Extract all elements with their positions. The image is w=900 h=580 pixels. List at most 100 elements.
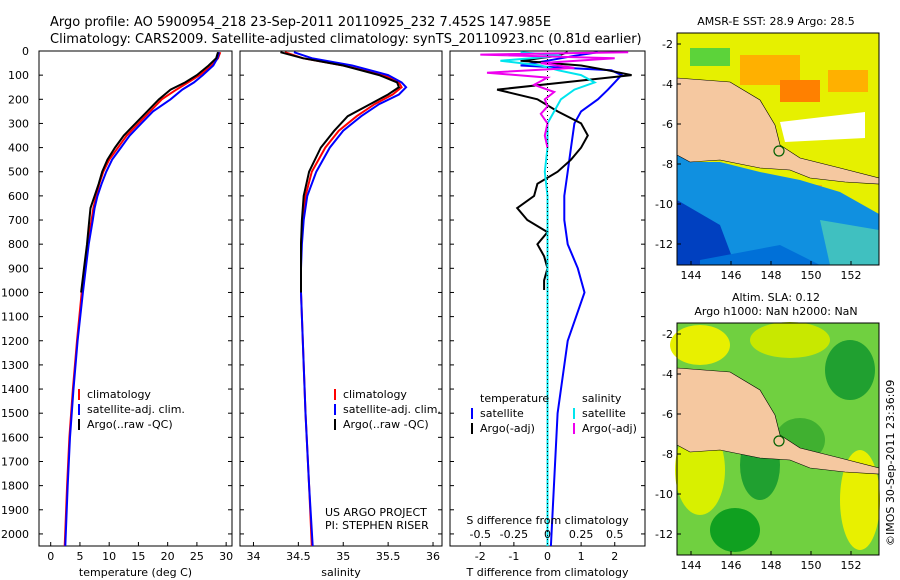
x-tick-label: 15 <box>131 550 145 563</box>
legend-label: satellite <box>582 407 626 420</box>
s-tick-label: 0 <box>544 528 551 541</box>
map-y-tick-label: -8 <box>662 158 673 171</box>
depth-tick-label: 700 <box>8 214 29 227</box>
depth-tick-label: 1900 <box>1 504 29 517</box>
x-tick-label: 25 <box>190 550 204 563</box>
depth-tick-label: 1600 <box>1 431 29 444</box>
depth-tick-label: 1700 <box>1 455 29 468</box>
series-line-t-argo-adj- <box>496 51 632 290</box>
x-tick-label: 34.5 <box>286 550 311 563</box>
legend-temperature-title: temperature <box>480 392 549 405</box>
x-tick-label: 2 <box>611 550 618 563</box>
map-x-tick-label: 148 <box>761 559 782 572</box>
map-y-tick-label: -4 <box>662 368 673 381</box>
map-y-tick-label: -12 <box>655 528 673 541</box>
depth-tick-label: 2000 <box>1 528 29 541</box>
x-tick-label: 10 <box>102 550 116 563</box>
depth-tick-label: 300 <box>8 117 29 130</box>
x-tick-label: 36 <box>426 550 440 563</box>
depth-tick-label: 1800 <box>1 480 29 493</box>
sst-map <box>676 32 880 266</box>
sla-map-title-line1: Altim. SLA: 0.12 <box>732 291 820 304</box>
depth-tick-label: 500 <box>8 166 29 179</box>
map-x-tick-label: 150 <box>801 269 822 282</box>
s-axis-label: S difference from climatology <box>466 514 629 527</box>
project-annotation: US ARGO PROJECT <box>325 506 427 519</box>
plot-panel-temperature: 0100200300400500600700800900100011001200… <box>1 45 233 579</box>
map-y-tick-label: -2 <box>662 38 673 51</box>
legend-label: Argo(..raw -QC) <box>87 418 173 431</box>
depth-tick-label: 800 <box>8 238 29 251</box>
s-tick-label: -0.25 <box>500 528 528 541</box>
x-tick-label: 30 <box>219 550 233 563</box>
x-axis-label: temperature (deg C) <box>79 566 192 579</box>
sla-map-title-line2: Argo h1000: NaN h2000: NaN <box>694 305 857 318</box>
legend-label: Argo(-adj) <box>582 422 637 435</box>
depth-tick-label: 1100 <box>1 311 29 324</box>
title-line1: Argo profile: AO 5900954_218 23-Sep-2011… <box>50 15 551 30</box>
map-y-tick-label: -6 <box>662 118 673 131</box>
x-tick-label: 35.5 <box>376 550 401 563</box>
project-annotation: PI: STEPHEN RISER <box>325 519 429 532</box>
legend-label: Argo(..raw -QC) <box>343 418 429 431</box>
title-line2: Climatology: CARS2009. Satellite-adjuste… <box>50 32 642 47</box>
s-tick-label: 0.25 <box>569 528 594 541</box>
x-axis-label: T difference from climatology <box>466 566 629 579</box>
map-y-tick-label: -6 <box>662 408 673 421</box>
map-x-tick-label: 144 <box>681 559 702 572</box>
plot-panel-salinity: 34 34.5 35 35.5 36 salinity climatology satelli… <box>239 50 443 579</box>
footer-copyright: ©IMOS 30-Sep-2011 23:36:09 <box>884 380 897 546</box>
series-line-s-argo-adj- <box>480 51 629 148</box>
plot-frame <box>239 50 443 547</box>
depth-tick-label: 600 <box>8 190 29 203</box>
series-line-satellite-adj-clim- <box>64 51 221 547</box>
plot-panel-difference: -2 -1 0 1 2 T difference from climatology -0.5… <box>449 50 646 579</box>
depth-tick-label: 100 <box>8 69 29 82</box>
legend-label: climatology <box>87 388 151 401</box>
x-tick-label: -2 <box>475 550 486 563</box>
x-tick-label: -1 <box>508 550 519 563</box>
legend-label: satellite <box>480 407 524 420</box>
map-y-tick-label: -2 <box>662 328 673 341</box>
depth-tick-label: 1000 <box>1 286 29 299</box>
x-axis-label: salinity <box>321 566 361 579</box>
depth-tick-label: 1500 <box>1 407 29 420</box>
x-tick-label: 34 <box>246 550 260 563</box>
depth-tick-label: 900 <box>8 262 29 275</box>
depth-tick-label: 1400 <box>1 383 29 396</box>
map-y-tick-label: -8 <box>662 448 673 461</box>
map-x-tick-label: 150 <box>801 559 822 572</box>
depth-tick-label: 400 <box>8 142 29 155</box>
x-tick-label: 0 <box>47 550 54 563</box>
depth-tick-label: 1200 <box>1 335 29 348</box>
legend-label: satellite-adj. clim. <box>87 403 185 416</box>
map-y-tick-label: -10 <box>655 198 673 211</box>
series-line-t-satellite <box>520 51 624 547</box>
x-tick-label: 0 <box>544 550 551 563</box>
sst-map-title: AMSR-E SST: 28.9 Argo: 28.5 <box>697 15 855 28</box>
legend-salinity-title: salinity <box>582 392 622 405</box>
series-line-satellite-adj-clim- <box>293 51 408 547</box>
x-tick-label: 5 <box>76 550 83 563</box>
map-x-tick-label: 152 <box>841 559 862 572</box>
x-tick-label: 20 <box>161 550 175 563</box>
depth-tick-label: 1300 <box>1 359 29 372</box>
s-tick-label: -0.5 <box>470 528 491 541</box>
map-x-tick-label: 144 <box>681 269 702 282</box>
map-x-tick-label: 148 <box>761 269 782 282</box>
series-line-argo-raw-qc- <box>80 51 219 293</box>
legend-label: climatology <box>343 388 407 401</box>
series-line-argo-raw-qc- <box>280 51 401 293</box>
map-x-tick-label: 146 <box>721 559 742 572</box>
depth-tick-label: 0 <box>22 45 29 58</box>
plot-frame <box>38 50 233 547</box>
map-x-tick-label: 152 <box>841 269 862 282</box>
legend-label: Argo(-adj) <box>480 422 535 435</box>
s-tick-label: 0.5 <box>606 528 624 541</box>
x-tick-label: 35 <box>336 550 350 563</box>
depth-tick-label: 200 <box>8 93 29 106</box>
map-y-tick-label: -10 <box>655 488 673 501</box>
map-y-tick-label: -12 <box>655 238 673 251</box>
legend-label: satellite-adj. clim. <box>343 403 441 416</box>
